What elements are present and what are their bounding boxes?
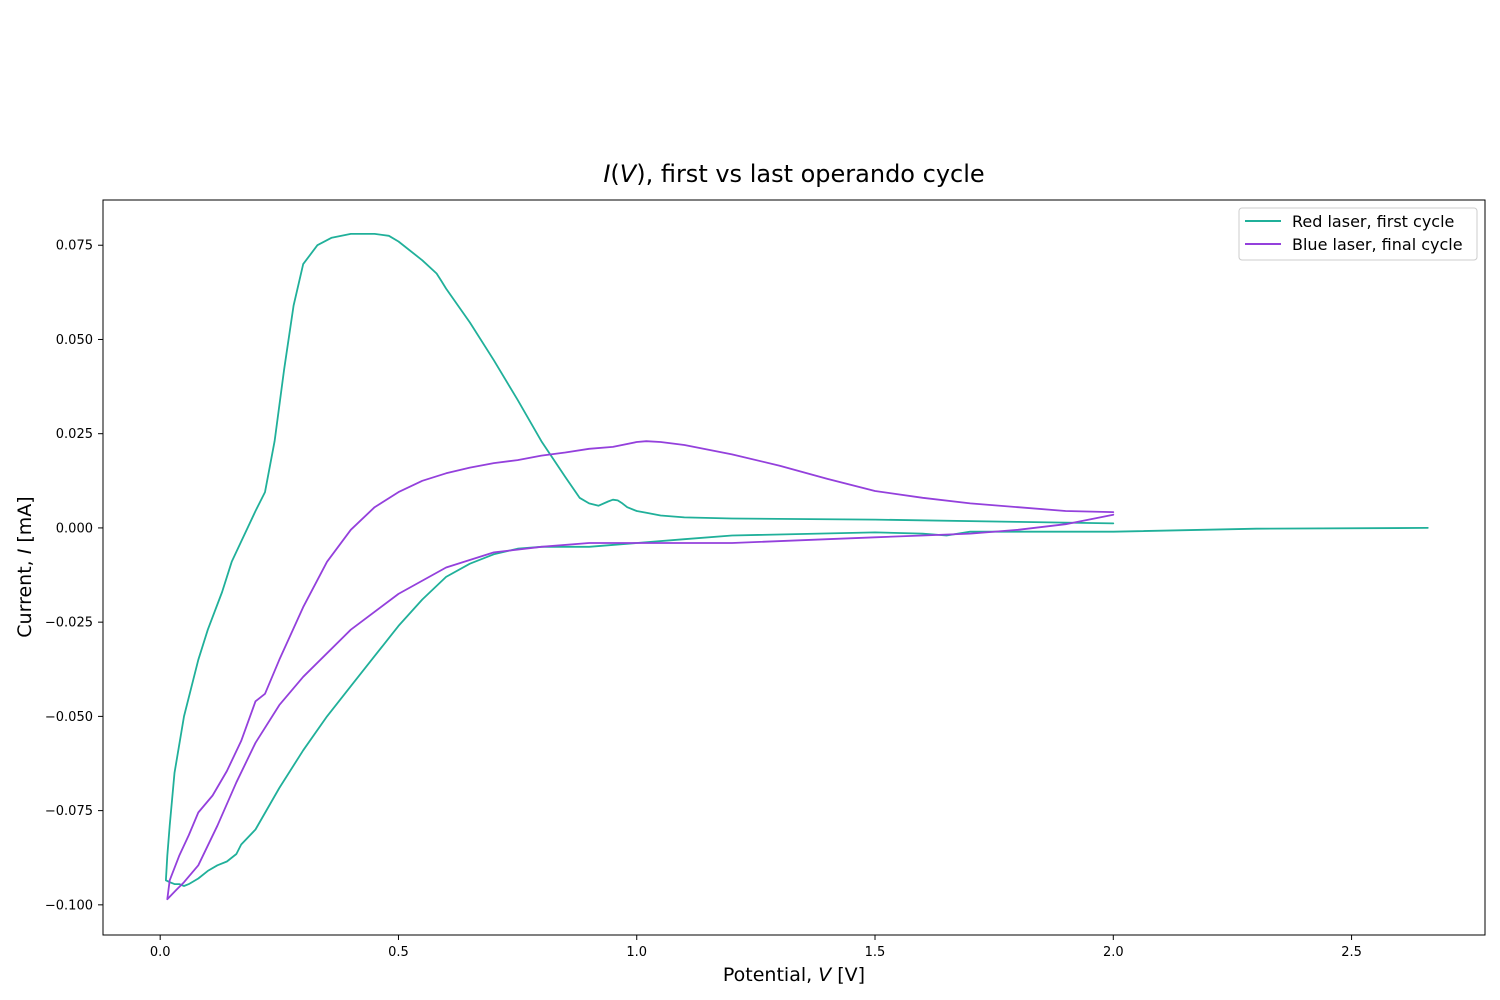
- x-tick-label: 0.0: [150, 945, 171, 960]
- y-axis: −0.100 −0.075 −0.050 −0.025 0.000 0.025 0.050 0…: [45, 239, 103, 913]
- legend-label-blue-laser: Blue laser, final cycle: [1292, 235, 1463, 254]
- x-tick-label: 2.0: [1103, 945, 1124, 960]
- x-axis-label: Potential, V [V]: [723, 964, 865, 986]
- legend: Red laser, first cycle Blue laser, final…: [1238, 207, 1478, 261]
- plot-area: [102, 199, 1486, 936]
- legend-box: [1238, 207, 1478, 261]
- y-tick-label: 0.075: [56, 239, 93, 254]
- x-tick-label: 1.0: [626, 945, 647, 960]
- x-tick-label: 1.5: [865, 945, 886, 960]
- y-tick-label: −0.100: [45, 898, 93, 913]
- series-group: [164, 232, 1429, 901]
- plot-frame: [102, 199, 1486, 936]
- y-tick-label: 0.025: [56, 427, 93, 442]
- x-tick-label: 0.5: [388, 945, 409, 960]
- x-axis: 0.0 0.5 1.0 1.5 2.0 2.5: [150, 935, 1362, 960]
- y-axis-label: Current, I [mA]: [14, 496, 36, 637]
- y-tick-label: −0.075: [45, 804, 93, 819]
- x-tick-label: 2.5: [1341, 945, 1362, 960]
- chart-title: I(V), first vs last operando cycle: [603, 160, 984, 188]
- series-line-blue-laser: [166, 440, 1115, 901]
- y-tick-label: −0.025: [45, 616, 93, 631]
- y-tick-label: 0.000: [56, 521, 93, 536]
- legend-label-red-laser: Red laser, first cycle: [1292, 212, 1454, 231]
- y-tick-label: −0.050: [45, 710, 93, 725]
- y-tick-label: 0.050: [56, 333, 93, 348]
